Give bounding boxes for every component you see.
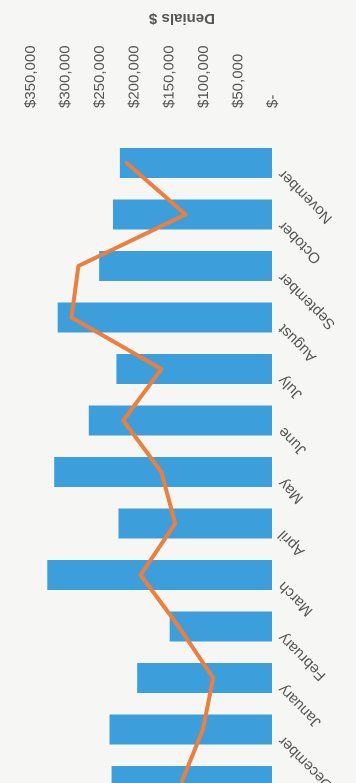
bar: [99, 251, 273, 281]
category-label: August: [274, 320, 320, 366]
x-tick-label: $50,000: [229, 54, 246, 108]
tick-labels: $350,000 $300,000 $250,000 $200,000 $150,000…: [22, 45, 281, 108]
axis-title-group: Denials $: [148, 10, 215, 27]
category-label: June: [275, 424, 310, 459]
x-tick-label: $100,000: [195, 45, 212, 108]
x-tick-label: $-: [264, 95, 281, 108]
bar: [47, 560, 273, 590]
category-label: December: [275, 733, 336, 783]
category-label: July: [274, 372, 305, 403]
bar: [118, 508, 272, 539]
axis-title: Denials $: [148, 10, 215, 27]
category-labels: NovemberOctoberSeptemberAugustJulyJuneMa…: [274, 166, 338, 783]
trend-line-layer: [69, 161, 216, 783]
x-tick-label: $200,000: [126, 45, 143, 108]
category-label: May: [274, 475, 306, 507]
x-tick-label: $300,000: [57, 45, 74, 108]
category-label: January: [274, 681, 324, 731]
bar: [119, 148, 272, 178]
bar: [111, 766, 273, 783]
bar: [112, 199, 272, 230]
bars: [47, 148, 273, 783]
bar: [88, 405, 273, 436]
category-label: February: [274, 629, 329, 684]
x-tick-label: $250,000: [91, 45, 108, 108]
category-label: November: [275, 166, 336, 227]
category-label: October: [275, 218, 325, 268]
x-tick-label: $350,000: [22, 45, 39, 108]
x-tick-label: $150,000: [160, 45, 177, 108]
category-label: April: [275, 527, 308, 560]
bar: [109, 714, 272, 745]
category-label: March: [275, 578, 316, 619]
bar: [57, 302, 273, 333]
